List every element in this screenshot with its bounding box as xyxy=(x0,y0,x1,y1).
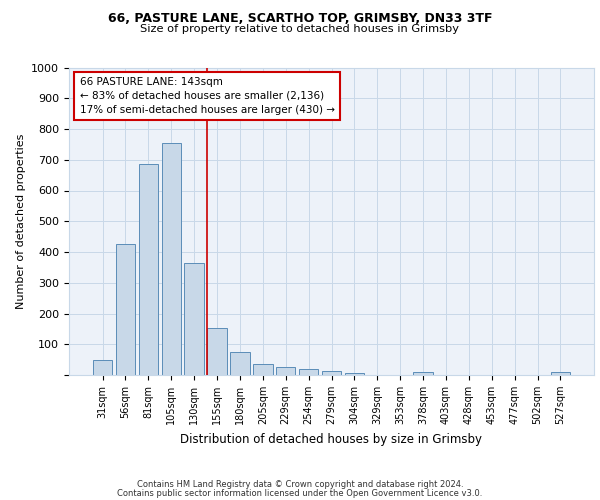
Bar xyxy=(276,366,295,375)
Text: 66, PASTURE LANE, SCARTHO TOP, GRIMSBY, DN33 3TF: 66, PASTURE LANE, SCARTHO TOP, GRIMSBY, … xyxy=(108,12,492,26)
Bar xyxy=(253,364,272,375)
Bar xyxy=(139,164,158,375)
Bar xyxy=(184,263,204,375)
Bar xyxy=(208,328,227,375)
Bar xyxy=(93,360,112,375)
Text: Contains public sector information licensed under the Open Government Licence v3: Contains public sector information licen… xyxy=(118,490,482,498)
Bar xyxy=(230,352,250,375)
Text: Contains HM Land Registry data © Crown copyright and database right 2024.: Contains HM Land Registry data © Crown c… xyxy=(137,480,463,489)
Text: Size of property relative to detached houses in Grimsby: Size of property relative to detached ho… xyxy=(140,24,460,34)
Bar xyxy=(116,244,135,375)
X-axis label: Distribution of detached houses by size in Grimsby: Distribution of detached houses by size … xyxy=(181,432,482,446)
Y-axis label: Number of detached properties: Number of detached properties xyxy=(16,134,26,309)
Bar xyxy=(344,373,364,375)
Bar xyxy=(551,372,570,375)
Bar xyxy=(322,372,341,375)
Bar xyxy=(161,143,181,375)
Bar xyxy=(299,370,319,375)
Text: 66 PASTURE LANE: 143sqm
← 83% of detached houses are smaller (2,136)
17% of semi: 66 PASTURE LANE: 143sqm ← 83% of detache… xyxy=(79,76,335,114)
Bar xyxy=(413,372,433,375)
